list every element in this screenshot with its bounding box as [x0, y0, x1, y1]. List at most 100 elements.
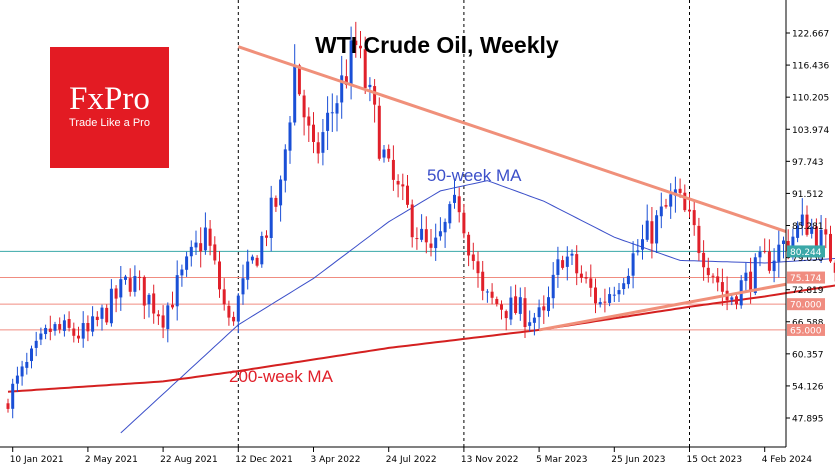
candle-body-164 [777, 244, 781, 262]
candle-body-144 [683, 192, 687, 211]
candle-body-40 [194, 242, 198, 248]
candle-body-7 [39, 333, 43, 340]
candle-body-58 [279, 179, 283, 206]
candle-body-104 [495, 298, 499, 304]
candle-body-128 [608, 294, 612, 303]
candle-body-174 [824, 229, 828, 235]
candle-body-96 [457, 196, 461, 213]
y-tick-label-2: 60.357 [792, 350, 824, 360]
candle-body-52 [250, 256, 254, 261]
candle-body-6 [34, 340, 38, 348]
candle-body-113 [537, 307, 541, 318]
candle-body-83 [396, 181, 400, 185]
candle-body-165 [782, 240, 785, 244]
y-tick-label-9: 103.974 [792, 126, 829, 136]
candle-body-5 [30, 348, 33, 362]
y-tick-label-1: 54.126 [792, 382, 824, 392]
candle-body-23 [114, 288, 118, 299]
candle-body-37 [180, 269, 184, 276]
candle-body-99 [471, 254, 475, 261]
y-tick-label-4: 72.819 [792, 286, 824, 296]
candle-body-41 [199, 243, 203, 252]
candle-body-56 [269, 197, 273, 239]
candle-body-15 [77, 335, 80, 339]
candle-body-118 [561, 260, 565, 268]
candle-body-109 [518, 297, 522, 314]
candle-body-145 [688, 209, 691, 212]
candle-body-36 [175, 275, 179, 307]
candle-body-94 [448, 204, 452, 224]
candle-body-53 [255, 257, 259, 266]
x-tick-label-8: 25 Jun 2023 [611, 455, 665, 465]
trendline-upper [237, 45, 787, 233]
price-levels [0, 250, 786, 331]
candle-body-11 [58, 324, 62, 330]
trendline-lower [538, 282, 787, 332]
candle-body-69 [330, 112, 334, 114]
candle-body-108 [514, 296, 518, 314]
candle-body-2 [15, 375, 19, 384]
candle-body-163 [772, 260, 776, 272]
candle-body-3 [20, 366, 24, 377]
x-tick-label-10: 4 Feb 2024 [762, 455, 813, 465]
candle-body-159 [753, 257, 757, 294]
candle-body-55 [265, 235, 268, 238]
candle-body-127 [603, 301, 607, 303]
candle-body-35 [171, 304, 174, 308]
candle-body-71 [340, 75, 344, 103]
candle-body-79 [377, 105, 381, 159]
candle-body-20 [100, 307, 104, 319]
candle-body-25 [124, 276, 127, 280]
candle-body-91 [434, 237, 438, 249]
level-badge-0 [787, 245, 825, 258]
candle-body-76 [363, 49, 367, 89]
candle-body-107 [509, 297, 513, 320]
candle-body-171 [810, 226, 814, 234]
candle-body-42 [203, 227, 207, 251]
y-tick-label-0: 47.895 [792, 415, 824, 425]
candle-body-59 [283, 149, 287, 181]
candle-body-70 [335, 103, 339, 114]
candle-body-44 [213, 244, 217, 261]
y-tick-label-10: 110.205 [792, 94, 829, 104]
candle-body-17 [86, 322, 90, 332]
candle-body-172 [814, 226, 818, 250]
candle-body-176 [833, 262, 835, 273]
candle-body-62 [297, 65, 301, 95]
candle-body-65 [312, 124, 315, 142]
x-tick-label-5: 24 Jul 2022 [386, 455, 437, 465]
candle-body-162 [767, 251, 771, 271]
candle-body-61 [293, 64, 297, 123]
candle-body-124 [589, 278, 593, 288]
candle-body-136 [645, 220, 649, 240]
candle-body-34 [166, 305, 170, 330]
candle-body-43 [208, 228, 212, 246]
candle-body-80 [382, 149, 386, 158]
candle-body-150 [711, 275, 715, 277]
candle-body-97 [462, 212, 466, 234]
candle-body-95 [453, 194, 456, 203]
candle-body-175 [829, 233, 832, 262]
candle-body-74 [354, 40, 358, 46]
candle-body-131 [622, 283, 626, 290]
candle-body-141 [669, 194, 673, 207]
x-tick-label-6: 13 Nov 2022 [461, 455, 519, 465]
y-tick-label-3: 66.588 [792, 318, 824, 328]
candle-body-126 [598, 302, 602, 305]
candle-body-14 [72, 328, 76, 336]
candle-body-30 [147, 294, 151, 305]
candle-body-120 [570, 253, 574, 256]
candle-body-9 [48, 328, 52, 332]
level-badge-label-1: 75.174 [790, 274, 822, 284]
candle-body-137 [650, 221, 654, 244]
y-tick-label-8: 97.743 [792, 158, 824, 168]
y-tick-label-12: 122.667 [792, 30, 829, 40]
candle-body-102 [485, 291, 489, 293]
candle-body-19 [95, 316, 99, 320]
triangle-trendlines [237, 45, 787, 332]
candle-body-8 [44, 327, 48, 335]
candle-body-72 [344, 76, 348, 85]
candle-body-106 [504, 311, 508, 319]
